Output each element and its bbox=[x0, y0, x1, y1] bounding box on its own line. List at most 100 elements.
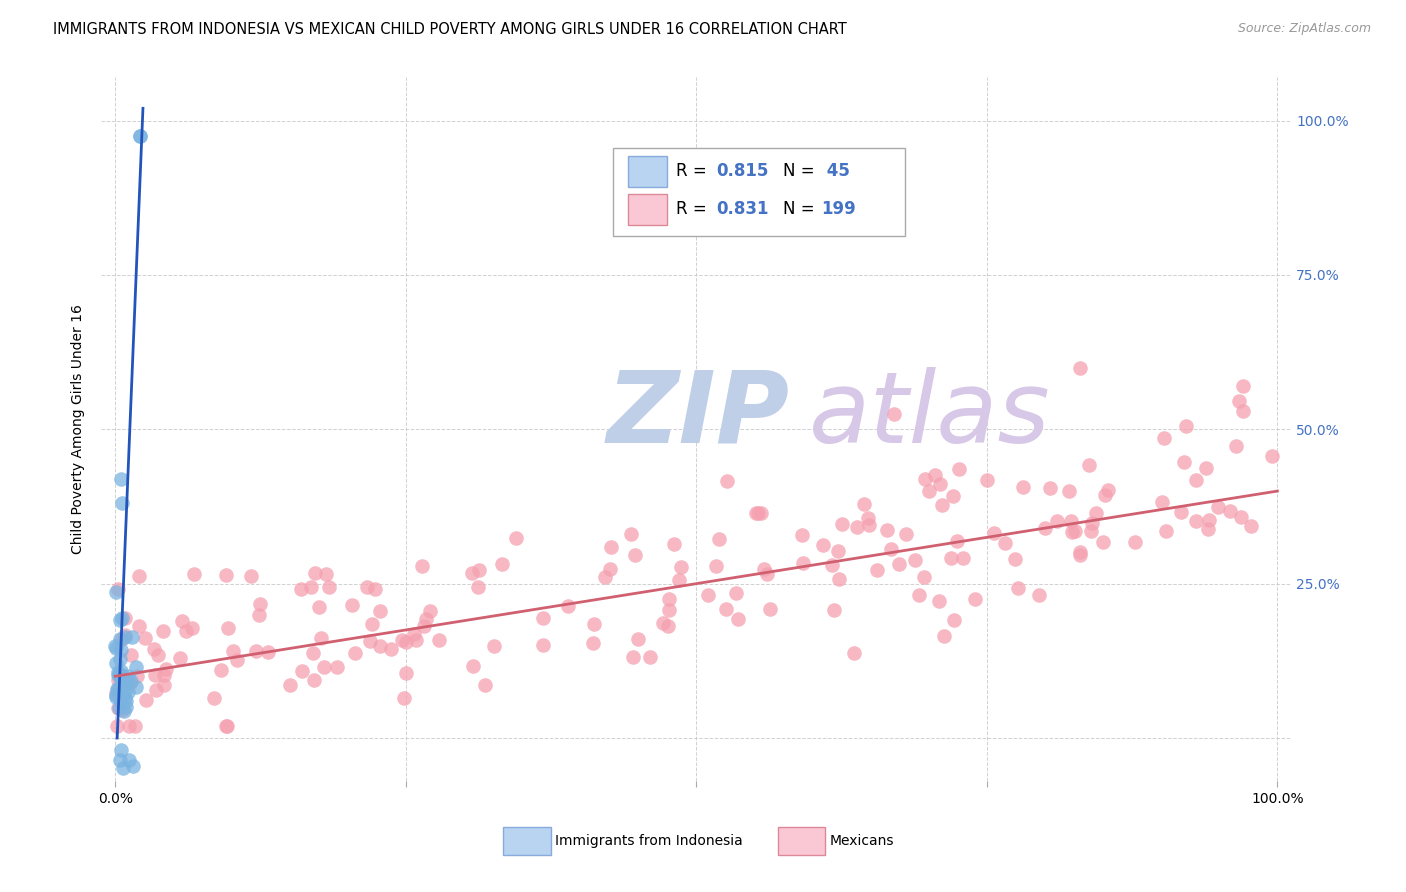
Point bbox=[315, 566, 337, 581]
Point bbox=[364, 582, 387, 596]
Point bbox=[621, 650, 644, 665]
Point bbox=[114, 628, 136, 642]
Point bbox=[183, 566, 205, 581]
Point bbox=[153, 677, 176, 691]
Point bbox=[467, 580, 489, 594]
Point bbox=[599, 562, 621, 576]
Point bbox=[361, 616, 384, 631]
Text: 0.831: 0.831 bbox=[717, 200, 769, 218]
Point bbox=[931, 498, 953, 512]
Point bbox=[107, 701, 129, 715]
Point bbox=[928, 594, 950, 608]
Point bbox=[115, 677, 138, 691]
Point bbox=[395, 635, 418, 649]
Text: atlas: atlas bbox=[810, 367, 1050, 464]
Point bbox=[125, 680, 148, 694]
Point bbox=[215, 719, 238, 733]
Point bbox=[226, 653, 249, 667]
Point bbox=[128, 618, 150, 632]
Point bbox=[247, 608, 270, 623]
Point bbox=[111, 632, 134, 647]
Point bbox=[842, 646, 865, 660]
Point bbox=[110, 643, 132, 657]
Point bbox=[1060, 524, 1083, 539]
Point bbox=[1078, 458, 1101, 473]
Point bbox=[1227, 393, 1250, 408]
Point bbox=[1085, 506, 1108, 520]
Point bbox=[1064, 524, 1087, 539]
Point bbox=[1261, 450, 1284, 464]
Point bbox=[1039, 482, 1062, 496]
Point bbox=[129, 129, 152, 144]
Point bbox=[215, 719, 238, 733]
Point bbox=[505, 531, 527, 545]
Point bbox=[1218, 504, 1240, 518]
Point bbox=[107, 701, 129, 715]
Point bbox=[827, 544, 849, 558]
Point bbox=[427, 633, 450, 648]
Point bbox=[356, 580, 378, 594]
Point bbox=[939, 551, 962, 566]
Point bbox=[128, 568, 150, 582]
Point bbox=[105, 719, 128, 733]
Point bbox=[343, 646, 366, 660]
Point bbox=[181, 621, 204, 635]
Point bbox=[415, 612, 437, 626]
Point bbox=[948, 462, 970, 476]
Point bbox=[1184, 473, 1206, 487]
Point bbox=[883, 407, 905, 421]
Point bbox=[811, 539, 834, 553]
Point bbox=[1173, 455, 1195, 469]
Point bbox=[411, 559, 433, 574]
Point bbox=[105, 641, 128, 656]
Point bbox=[318, 580, 340, 594]
Point bbox=[110, 664, 132, 678]
Point bbox=[942, 489, 965, 503]
Point bbox=[174, 624, 197, 639]
Point bbox=[716, 474, 738, 488]
Point bbox=[820, 558, 842, 572]
Point bbox=[1094, 488, 1116, 502]
Point bbox=[727, 612, 749, 626]
Point bbox=[419, 604, 441, 618]
Point bbox=[105, 681, 128, 696]
Point bbox=[880, 542, 903, 557]
Point bbox=[118, 719, 141, 733]
Point bbox=[143, 668, 166, 682]
Point bbox=[145, 682, 167, 697]
Point bbox=[745, 506, 768, 520]
Point bbox=[114, 673, 136, 687]
Point bbox=[108, 667, 131, 681]
Point bbox=[108, 613, 131, 627]
Point bbox=[1185, 514, 1208, 528]
FancyBboxPatch shape bbox=[613, 148, 904, 235]
Point bbox=[120, 674, 142, 689]
Point bbox=[110, 695, 132, 709]
Point bbox=[217, 622, 239, 636]
Point bbox=[1004, 552, 1026, 566]
Point bbox=[202, 690, 225, 705]
Point bbox=[105, 584, 128, 599]
Point bbox=[876, 523, 898, 537]
Point bbox=[889, 557, 911, 571]
Point bbox=[1028, 588, 1050, 602]
Point bbox=[108, 632, 131, 646]
Point bbox=[531, 638, 554, 652]
Point bbox=[1069, 545, 1091, 559]
Point bbox=[115, 699, 138, 714]
Point bbox=[595, 570, 617, 584]
Text: Mexicans: Mexicans bbox=[830, 834, 894, 848]
Point bbox=[222, 644, 245, 658]
Point bbox=[1170, 505, 1192, 519]
Point bbox=[405, 633, 427, 648]
Point bbox=[359, 633, 381, 648]
Point bbox=[1197, 522, 1219, 536]
Text: Source: ZipAtlas.com: Source: ZipAtlas.com bbox=[1237, 22, 1371, 36]
Point bbox=[557, 599, 579, 613]
Point bbox=[474, 677, 496, 691]
Point bbox=[215, 567, 238, 582]
Point bbox=[257, 645, 280, 659]
Point bbox=[380, 642, 402, 657]
Point bbox=[110, 472, 132, 486]
Point bbox=[155, 661, 177, 675]
